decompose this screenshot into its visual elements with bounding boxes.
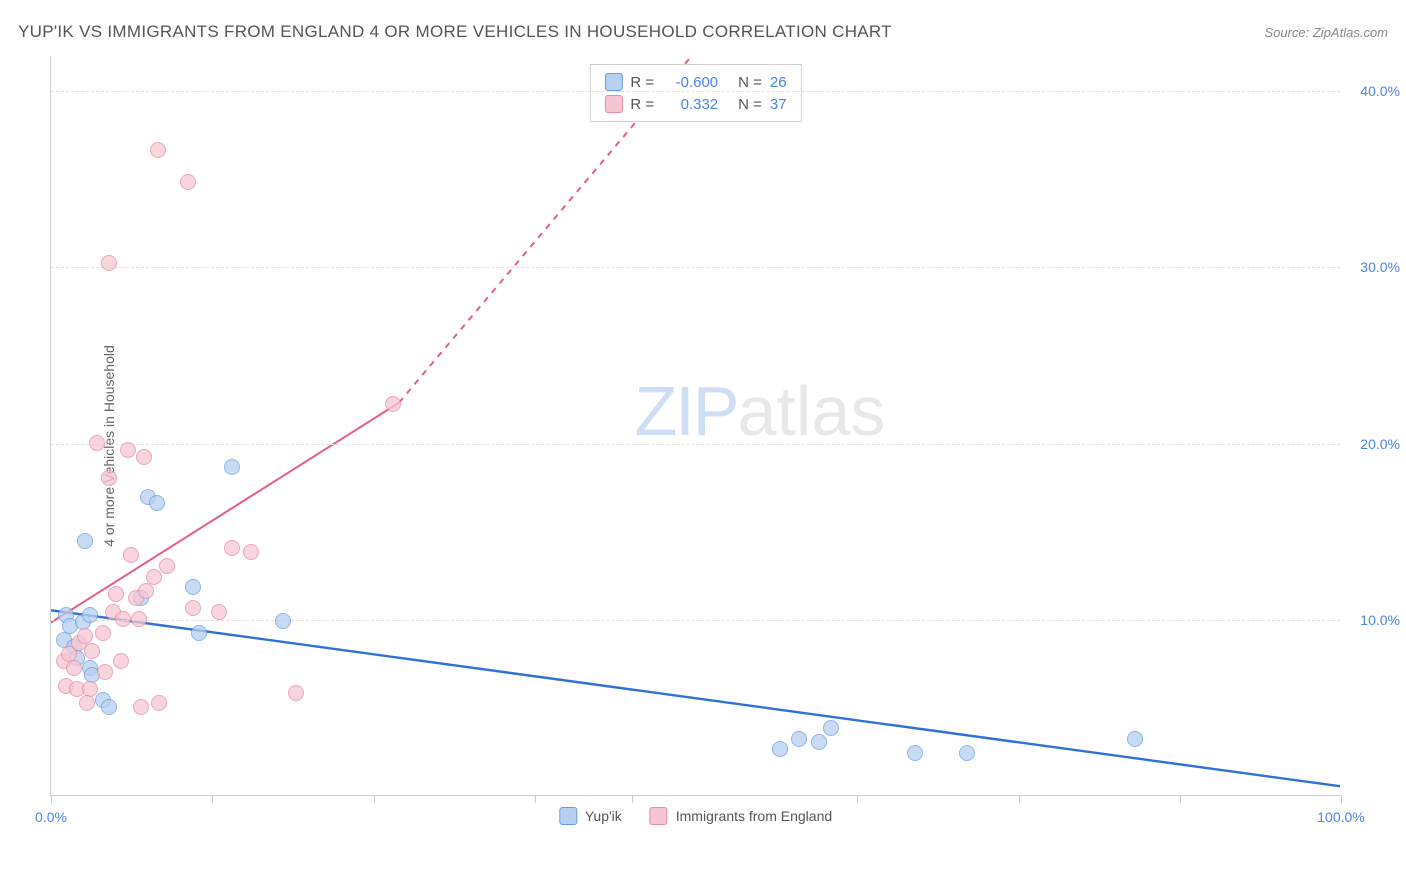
legend-item-2: Immigrants from England [650,807,832,825]
legend-label-1: Yup'ik [585,808,622,824]
swatch-series-1 [559,807,577,825]
data-point [151,695,167,711]
r-label: R = [630,96,654,113]
gridline [51,444,1340,445]
data-point [772,741,788,757]
data-point [131,611,147,627]
data-point [133,699,149,715]
data-point [907,745,923,761]
data-point [385,396,401,412]
x-tick [632,795,633,803]
data-point [211,604,227,620]
data-point [180,174,196,190]
r-label: R = [630,74,654,91]
swatch-series-2 [650,807,668,825]
chart-title: YUP'IK VS IMMIGRANTS FROM ENGLAND 4 OR M… [18,22,892,42]
series-legend: Yup'ik Immigrants from England [559,807,832,825]
data-point [146,569,162,585]
data-point [811,734,827,750]
x-tick [1180,795,1181,803]
data-point [97,664,113,680]
watermark-zip: ZIP [635,372,738,450]
watermark: ZIPatlas [635,371,886,451]
data-point [89,435,105,451]
data-point [159,558,175,574]
watermark-atlas: atlas [737,372,885,450]
legend-label-2: Immigrants from England [676,808,832,824]
x-tick [51,795,52,803]
r-value-1: -0.600 [662,74,718,91]
data-point [84,643,100,659]
y-tick-label: 20.0% [1360,436,1400,452]
x-tick [212,795,213,803]
x-tick [1341,795,1342,803]
legend-item-1: Yup'ik [559,807,622,825]
x-tick [374,795,375,803]
data-point [66,660,82,676]
data-point [95,625,111,641]
data-point [185,600,201,616]
n-label: N = [738,96,762,113]
data-point [79,695,95,711]
swatch-series-1 [604,73,622,91]
n-value-2: 37 [770,96,787,113]
chart-area: ZIPatlas R = -0.600 N = 26 R = 0.332 N =… [50,56,1390,826]
source-attribution: Source: ZipAtlas.com [1264,25,1388,40]
data-point [959,745,975,761]
x-tick-label: 0.0% [35,809,67,825]
y-tick-label: 30.0% [1360,259,1400,275]
data-point [791,731,807,747]
data-point [136,449,152,465]
data-point [150,142,166,158]
n-value-1: 26 [770,74,787,91]
data-point [113,653,129,669]
y-tick-label: 40.0% [1360,83,1400,99]
n-label: N = [738,74,762,91]
data-point [243,544,259,560]
legend-row-series-2: R = 0.332 N = 37 [604,93,786,115]
data-point [120,442,136,458]
data-point [275,613,291,629]
gridline [51,620,1340,621]
data-point [82,607,98,623]
r-value-2: 0.332 [662,96,718,113]
x-tick [1019,795,1020,803]
data-point [115,611,131,627]
data-point [101,470,117,486]
x-tick [857,795,858,803]
data-point [288,685,304,701]
trend-lines [51,56,1340,795]
data-point [101,255,117,271]
data-point [138,583,154,599]
data-point [1127,731,1143,747]
data-point [108,586,124,602]
scatter-plot: ZIPatlas R = -0.600 N = 26 R = 0.332 N =… [50,56,1340,796]
data-point [185,579,201,595]
y-tick-label: 10.0% [1360,612,1400,628]
swatch-series-2 [604,95,622,113]
x-tick [535,795,536,803]
data-point [191,625,207,641]
data-point [149,495,165,511]
data-point [77,533,93,549]
data-point [123,547,139,563]
data-point [823,720,839,736]
gridline [51,267,1340,268]
x-tick-label: 100.0% [1317,809,1364,825]
data-point [224,540,240,556]
correlation-legend: R = -0.600 N = 26 R = 0.332 N = 37 [589,64,801,122]
legend-row-series-1: R = -0.600 N = 26 [604,71,786,93]
gridline [51,91,1340,92]
data-point [224,459,240,475]
data-point [101,699,117,715]
